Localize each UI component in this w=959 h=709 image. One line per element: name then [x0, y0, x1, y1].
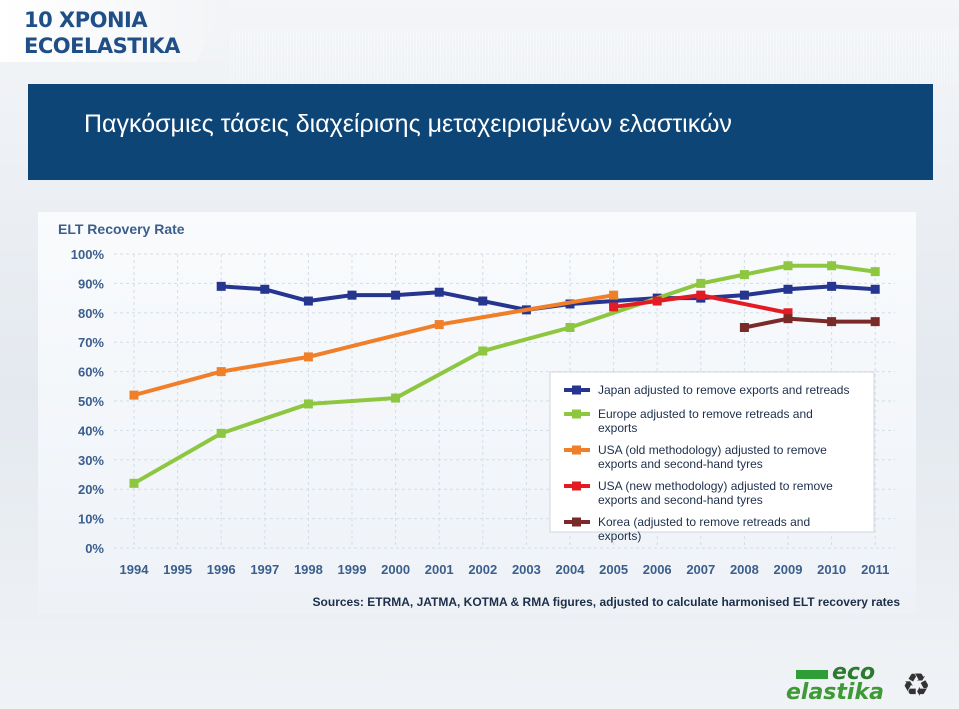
x-tick-label: 2001: [425, 562, 454, 577]
y-tick-label: 10%: [78, 512, 104, 527]
series-point-0: [783, 284, 793, 294]
legend-label: Korea (adjusted to remove retreads and ex…: [598, 515, 810, 543]
y-tick-label: 60%: [78, 365, 104, 380]
series-point-1: [391, 393, 401, 403]
y-tick-label: 90%: [78, 276, 104, 291]
decorative-stripes: [230, 30, 959, 85]
series-point-0: [609, 296, 619, 306]
legend-swatch-point: [572, 445, 581, 455]
series-line-4: [742, 316, 878, 330]
series-point-0: [739, 290, 749, 300]
y-tick-label: 0%: [85, 541, 104, 556]
series-point-1: [739, 270, 749, 280]
series-point-1: [696, 278, 706, 288]
series-point-0: [347, 290, 357, 300]
x-tick-label: 1994: [120, 562, 150, 577]
y-tick-label: 50%: [78, 394, 104, 409]
series-point-0: [870, 284, 880, 294]
x-tick-label: 2005: [599, 562, 628, 577]
y-tick-label: 100%: [71, 247, 105, 262]
series-point-3: [652, 296, 662, 306]
series-point-1: [216, 428, 226, 438]
legend-swatch-point: [572, 481, 581, 491]
series-point-0: [303, 296, 313, 306]
series-point-3: [696, 290, 706, 300]
chart-panel: ELT Recovery Rate 0% 10% 20% 30% 40% 50% 60% 70…: [38, 212, 916, 614]
x-tick-label: 2000: [381, 562, 410, 577]
series-point-4: [827, 317, 837, 327]
series-point-1: [565, 323, 575, 332]
series-point-0: [827, 281, 837, 291]
x-tick-label: 1996: [207, 562, 236, 577]
y-tick-label: 20%: [78, 482, 104, 497]
x-tick-label: 2004: [556, 562, 586, 577]
series-point-1: [478, 346, 488, 356]
series-point-4: [783, 314, 793, 324]
ecoelastika-logo: eco elastika ♻: [786, 660, 936, 706]
x-tick-label: 2003: [512, 562, 541, 577]
series-point-0: [391, 290, 401, 300]
legend-label: USA (old methodology) adjusted to remove…: [598, 443, 827, 471]
x-tick-label: 1997: [250, 562, 279, 577]
x-tick-label: 1998: [294, 562, 323, 577]
logo-text-eco: eco: [832, 660, 876, 685]
y-tick-label: 30%: [78, 453, 104, 468]
brand-line-1: 10 ΧΡΟΝΙΑ: [24, 8, 148, 32]
legend-label: Japan adjusted to remove exports and ret…: [598, 383, 849, 397]
legend-box: [549, 371, 875, 533]
series-point-2: [434, 320, 444, 330]
page-title: Παγκόσμιες τάσεις διαχείρισης μεταχειρισ…: [84, 110, 732, 138]
line-chart: ELT Recovery Rate 0% 10% 20% 30% 40% 50% 60% 70…: [58, 221, 901, 609]
x-tick-label: 1995: [163, 562, 192, 577]
brand-banner: 10 ΧΡΟΝΙΑ ECOELASTIKA: [0, 0, 230, 62]
chart-source: Sources: ETRMA, JATMA, KOTMA & RMA figur…: [313, 595, 901, 609]
legend-label: Europe adjusted to remove retreads and ex…: [598, 407, 813, 435]
x-tick-label: 2006: [643, 562, 672, 577]
y-tick-label: 70%: [78, 335, 104, 350]
legend-swatch-point: [572, 517, 581, 527]
series-point-2: [303, 352, 313, 362]
chart-title: ELT Recovery Rate: [58, 221, 185, 237]
x-tick-label: 2007: [686, 562, 715, 577]
recycle-icon: ♻: [902, 666, 931, 704]
y-tick-label: 40%: [78, 423, 104, 438]
series-point-4: [870, 317, 880, 327]
x-tick-label: 2008: [730, 562, 759, 577]
series-point-1: [783, 261, 793, 271]
series-point-2: [609, 290, 619, 300]
series-point-0: [478, 296, 488, 306]
logo-bar: [796, 670, 828, 679]
y-tick-label: 80%: [78, 306, 104, 321]
series-point-1: [827, 261, 837, 271]
legend-swatch-point: [572, 385, 581, 395]
x-tick-label: 2009: [774, 562, 803, 577]
x-tick-label: 2010: [817, 562, 846, 577]
series-point-2: [129, 390, 139, 400]
series-line-3: [611, 293, 790, 315]
title-bar: Παγκόσμιες τάσεις διαχείρισης μεταχειρισ…: [28, 84, 933, 180]
series-line-2: [132, 293, 616, 398]
legend-swatch-point: [572, 409, 581, 419]
x-tick-label: 2011: [861, 562, 889, 577]
series-point-1: [129, 478, 139, 488]
series-point-1: [303, 399, 313, 409]
series-point-0: [216, 281, 226, 291]
series-point-4: [739, 323, 749, 332]
logo-text-elastika: elastika: [786, 680, 884, 705]
x-tick-label: 2002: [468, 562, 497, 577]
series-point-2: [216, 367, 226, 377]
legend-label: USA (new methodology) adjusted to remove…: [598, 479, 833, 507]
series-point-0: [260, 284, 270, 294]
series-point-3: [609, 302, 619, 312]
series-point-0: [434, 287, 444, 297]
series-point-1: [870, 267, 880, 277]
x-tick-label: 1999: [338, 562, 367, 577]
series-point-3: [783, 308, 793, 318]
brand-line-2: ECOELASTIKA: [24, 34, 180, 58]
